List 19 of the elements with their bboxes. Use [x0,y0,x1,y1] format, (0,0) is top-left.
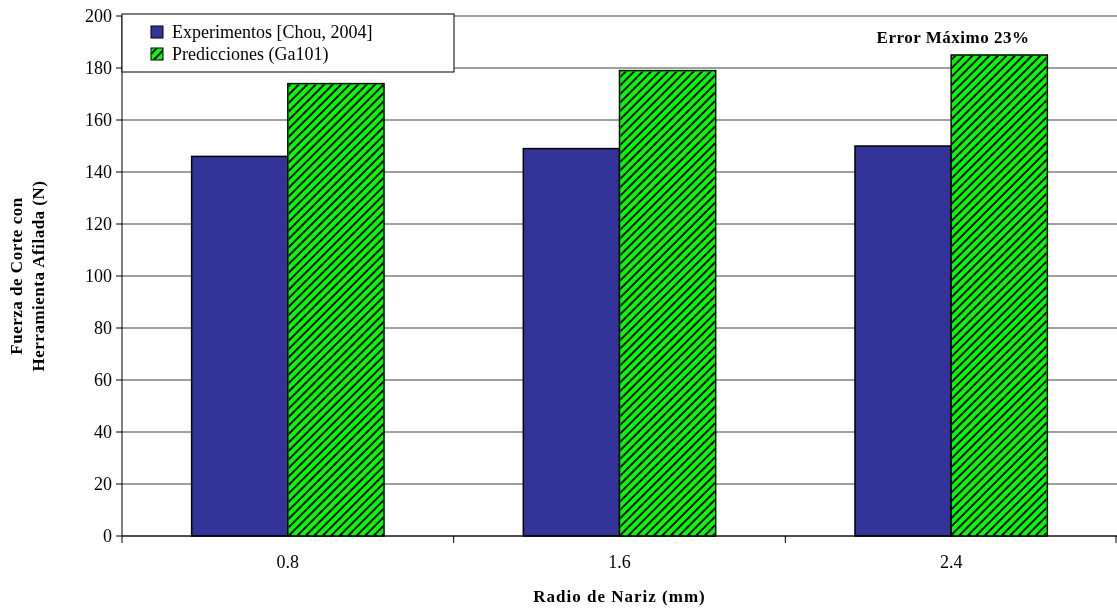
y-tick-label: 180 [85,58,112,79]
y-tick-label: 80 [94,318,112,339]
x-axis-title: Radio de Nariz (mm) [533,587,706,606]
y-tick-label: 120 [85,214,112,235]
y-tick-label: 160 [85,110,112,131]
y-tick-label: 60 [94,370,112,391]
y-tick-label: 40 [94,422,112,443]
x-tick-label: 1.6 [608,552,631,572]
x-tick-label: 2.4 [939,552,963,572]
legend-label: Experimentos [Chou, 2004] [172,22,373,43]
y-tick-label: 20 [94,474,112,495]
legend-label: Predicciones (Ga101) [172,44,329,66]
x-tick-label: 0.8 [276,552,300,572]
annotation: Error Máximo 23% [876,28,1030,47]
y-axis-title: Fuerza de Corte con Herramienta Afilada (N) [7,180,48,372]
y-tick-label: 140 [85,162,112,183]
y-tick-label: 0 [103,526,112,547]
y-tick-label: 100 [85,266,112,287]
y-tick-label: 200 [85,6,112,27]
